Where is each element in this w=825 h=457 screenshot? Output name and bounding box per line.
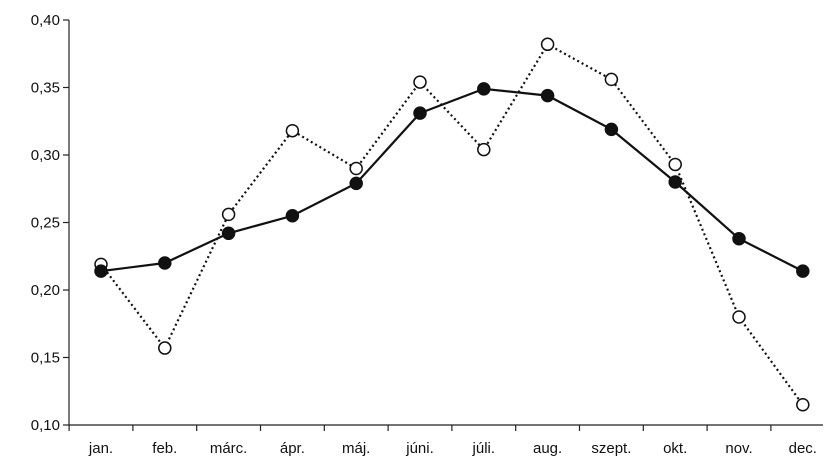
x-tick-label: dec. — [789, 440, 817, 457]
series-layer — [94, 37, 810, 412]
x-tick-label: máj. — [342, 440, 370, 457]
filled-point — [540, 88, 555, 103]
x-tick-label: ápr. — [280, 440, 305, 457]
open-point — [413, 75, 427, 89]
open-point — [285, 123, 300, 138]
axes — [68, 20, 823, 426]
x-tick-label: szept. — [591, 440, 631, 457]
open-point — [349, 161, 363, 176]
series-1 — [94, 82, 810, 278]
y-tick-label: 0,15 — [31, 350, 60, 367]
y-tick-label: 0,20 — [31, 282, 60, 299]
x-tick-label: márc. — [210, 440, 248, 457]
x-tick-label: nov. — [725, 440, 752, 457]
filled-point — [668, 175, 682, 189]
y-tick-label: 0,10 — [31, 417, 60, 434]
open-point — [668, 157, 682, 172]
open-point — [221, 207, 236, 222]
y-tick-label: 0,25 — [31, 215, 60, 232]
x-tick-label: aug. — [533, 440, 562, 457]
y-ticks: 0,10 0,15 0,20 0,25 0,30 0,35 0,40 — [31, 12, 69, 434]
filled-point — [413, 106, 427, 120]
x-tick-label: júli. — [472, 440, 496, 457]
y-tick-label: 0,30 — [31, 147, 60, 164]
x-tick-label: jan. — [88, 440, 113, 457]
series-line — [100, 87, 804, 273]
filled-point — [349, 176, 363, 191]
filled-point — [285, 209, 300, 223]
filled-point — [221, 226, 236, 241]
open-point — [540, 37, 555, 52]
series-2 — [94, 37, 810, 412]
y-tick-label: 0,40 — [31, 12, 60, 29]
x-ticks: jan. feb. márc. ápr. máj. júni. júli. aug. szept… — [68, 425, 817, 457]
filled-point — [477, 82, 491, 96]
open-point — [796, 398, 810, 412]
x-tick-label: júni. — [405, 440, 434, 457]
open-point — [158, 341, 172, 355]
open-point — [604, 72, 619, 87]
y-tick-label: 0,35 — [31, 80, 60, 97]
filled-point — [604, 122, 619, 137]
open-point — [477, 142, 491, 157]
filled-point — [796, 264, 810, 278]
filled-point — [94, 264, 108, 278]
x-tick-label: okt. — [663, 440, 687, 457]
series-line — [100, 42, 804, 406]
filled-point — [158, 256, 172, 270]
open-point — [732, 310, 746, 324]
filled-point — [732, 231, 746, 246]
x-tick-label: feb. — [152, 440, 177, 457]
